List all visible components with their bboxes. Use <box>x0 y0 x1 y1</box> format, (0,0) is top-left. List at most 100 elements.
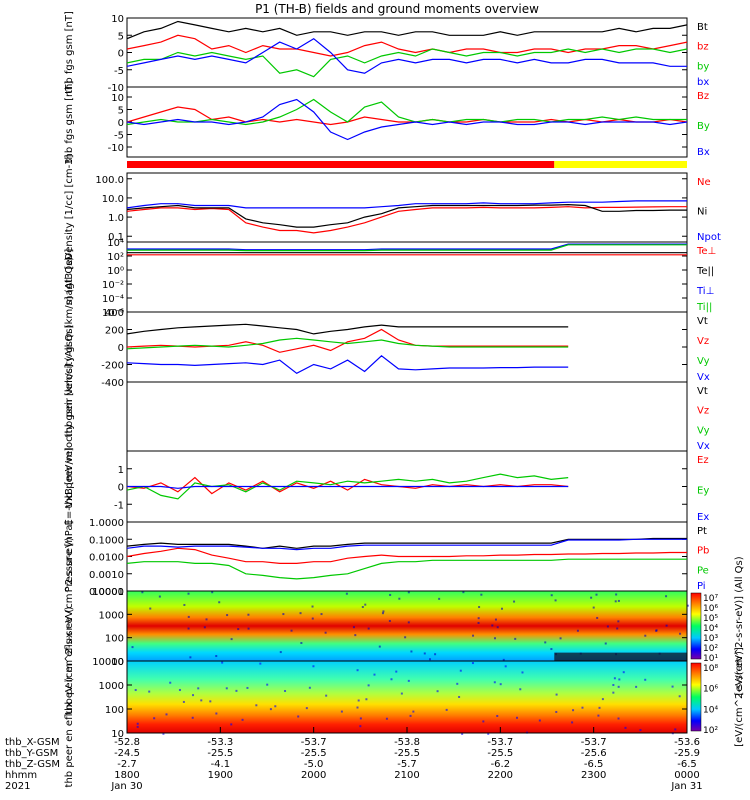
heatmap-speck <box>686 604 689 607</box>
heatmap-speck <box>388 619 391 622</box>
y-tick-label: 10 <box>111 657 124 668</box>
heatmap-speck <box>325 694 328 697</box>
x-label-rows: thb_X-GSM -52.8 -53.3 -53.7 -53.8 -53.7 -53.7-… <box>5 737 703 792</box>
heatmap-speck <box>407 621 410 624</box>
y-tick-label: 10.0 <box>102 194 124 205</box>
legend-entry: Pe <box>697 565 709 576</box>
heatmap-speck <box>644 678 647 681</box>
heatmap-speck <box>385 717 388 720</box>
x-row-value: 2200 <box>488 770 513 781</box>
heatmap-speck <box>192 694 195 697</box>
heatmap-speck <box>364 603 367 606</box>
heatmap-speck <box>361 606 364 609</box>
heatmap-speck <box>458 695 461 698</box>
series-line-Ti⊥ <box>127 243 687 251</box>
colorbar <box>690 592 702 660</box>
y-tick-label: -1 <box>114 500 124 511</box>
heatmap-speck <box>596 616 599 619</box>
heatmap-speck <box>153 717 156 720</box>
heatmap-speck <box>225 687 228 690</box>
heatmap-speck <box>428 658 431 661</box>
heatmap-speck <box>215 655 218 658</box>
heatmap-speck <box>496 714 499 717</box>
colorbar-label: [eV/(cm^2-s-sr-eV)] (All Qs) <box>734 556 745 695</box>
heatmap-speck <box>616 627 619 630</box>
heatmap-speck <box>614 600 617 603</box>
heatmap-speck <box>189 656 192 659</box>
heatmap-speck <box>639 729 642 732</box>
series-line-Pt <box>126 537 687 549</box>
series-line-Ey <box>126 473 569 500</box>
panel-3: 100.0 10.0 1.0 0.1 Density [1/cc] [cm-3] Ne Ni… <box>64 154 721 260</box>
y-tick-label: 5 <box>118 106 124 117</box>
heatmap-speck <box>367 627 370 630</box>
heatmap-speck <box>491 624 494 627</box>
legend-entry: Vt <box>697 316 708 327</box>
heatmap-speck <box>356 669 359 672</box>
heatmap-speck <box>434 653 437 656</box>
series-line-Vz <box>126 328 569 353</box>
y-axis-label: thb fgs gsm [nT] <box>64 11 75 94</box>
heatmap-speck <box>221 661 224 664</box>
heatmap-speck <box>595 593 598 596</box>
heatmap-speck <box>597 714 600 717</box>
heatmap-speck <box>624 726 627 729</box>
heatmap-speck <box>665 595 668 598</box>
series-line-Ex <box>127 485 569 489</box>
heatmap-lowcount-region <box>554 652 687 661</box>
heatmap-speck <box>618 678 621 681</box>
heatmap-speck <box>494 618 497 621</box>
legend-entry: Ez <box>697 455 709 466</box>
y-tick-label: 0 <box>118 343 124 354</box>
heatmap-speck <box>513 600 516 603</box>
heatmap-speck <box>259 662 262 665</box>
heatmap-speck <box>367 684 370 687</box>
heatmap-speck <box>311 605 314 608</box>
legend-entry: Ti|| <box>696 302 712 313</box>
heatmap-speck <box>141 591 144 594</box>
x-row-value: Jan 30 <box>110 781 142 792</box>
y-axis-label: thb fgs gsm [nT] <box>64 81 75 164</box>
heatmap-speck <box>247 627 250 630</box>
heatmap-speck <box>436 690 439 693</box>
heatmap-speck <box>592 606 595 609</box>
legend-entry: Vx <box>697 372 710 383</box>
heatmap-speck <box>407 591 410 594</box>
x-row-value: -6.5 <box>677 759 697 770</box>
x-row-label: thb_Y-GSM <box>5 748 58 759</box>
heatmap-speck <box>478 606 481 609</box>
heatmap-speck <box>241 718 244 721</box>
heatmap-speck <box>617 717 620 720</box>
y-axis-label: Pressure [nPa] <box>64 521 75 593</box>
heatmap-speck <box>230 723 233 726</box>
heatmap-speck <box>136 722 139 725</box>
heatmap-speck <box>404 636 407 639</box>
x-row-value: -53.8 <box>394 737 420 748</box>
heatmap-speck <box>493 681 496 684</box>
legend-entry: Ey <box>697 486 709 497</box>
heatmap-speck <box>412 710 415 713</box>
y-axis-label: Density [1/cc] [cm-3] <box>64 154 75 260</box>
heatmap-speck <box>480 593 483 596</box>
y-tick-label: 10000 <box>92 587 124 598</box>
x-row-label: thb_Z-GSM <box>5 759 60 770</box>
heatmap-speck <box>617 620 620 623</box>
heatmap-speck <box>477 617 480 620</box>
heatmap-speck <box>226 614 229 617</box>
y-tick-label: 1.0000 <box>89 518 124 529</box>
x-row-value: 1900 <box>208 770 233 781</box>
series-line-Npot <box>126 200 687 209</box>
y-tick-label: 5 <box>118 31 124 42</box>
x-row-label: thb_X-GSM <box>5 737 60 748</box>
legend-entry: by <box>697 61 709 72</box>
heatmap-speck <box>456 682 459 685</box>
panel-frame <box>126 311 688 383</box>
heatmap-speck <box>209 700 212 703</box>
heatmap-speck <box>617 685 620 688</box>
y-tick-label: 200 <box>105 326 124 337</box>
heatmap-speck <box>678 695 681 698</box>
heatmap-speck <box>312 665 315 668</box>
y-tick-label: 0.1000 <box>89 535 124 546</box>
